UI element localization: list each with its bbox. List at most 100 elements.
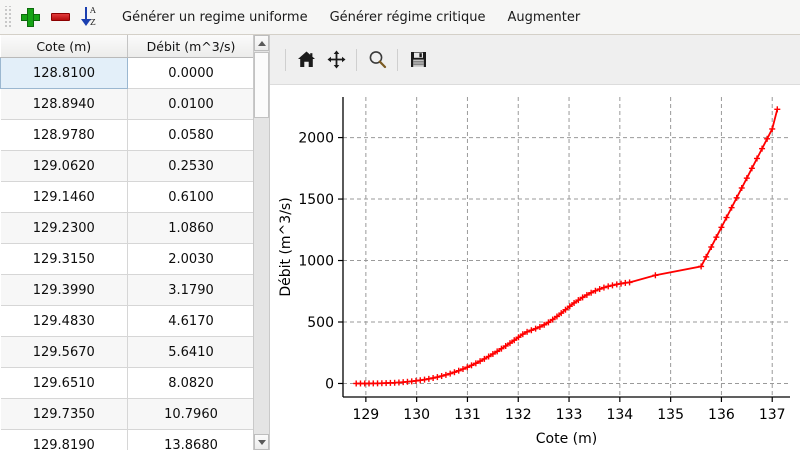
toolbar-grip[interactable]	[3, 6, 12, 28]
table-row[interactable]: 129.3990 3.1790	[0, 274, 255, 306]
chart-data-series	[353, 106, 781, 387]
chart-ticks	[338, 136, 773, 402]
ytick-label: 1500	[298, 192, 334, 208]
table-row[interactable]: 128.9780 0.0580	[0, 119, 255, 151]
main-toolbar: A Z Générer un regime uniforme Générer r…	[0, 0, 800, 35]
table-row[interactable]: 129.5670 5.6410	[0, 336, 255, 368]
save-icon	[410, 52, 426, 67]
cell-cote[interactable]: 129.5670	[0, 336, 128, 368]
xtick-label: 131	[454, 407, 481, 423]
sort-az-button[interactable]: A Z	[75, 2, 105, 32]
chart-gridlines	[343, 97, 790, 397]
xtick-label: 130	[403, 407, 430, 423]
cell-cote[interactable]: 129.3990	[0, 274, 128, 306]
cell-cote[interactable]: 128.8100	[0, 57, 128, 89]
table-row[interactable]: 129.3150 2.0030	[0, 243, 255, 275]
cell-debit[interactable]: 1.0860	[127, 212, 255, 244]
ytick-label: 1000	[298, 254, 334, 270]
cell-cote[interactable]: 128.8940	[0, 88, 128, 120]
chart-xlabel: Cote (m)	[536, 431, 597, 447]
xtick-label: 132	[505, 407, 532, 423]
zoom-button[interactable]	[362, 45, 392, 75]
table-row[interactable]: 129.7350 10.7960	[0, 398, 255, 430]
cell-cote[interactable]: 129.3150	[0, 243, 128, 275]
cell-cote[interactable]: 128.9780	[0, 119, 128, 151]
pan-button[interactable]	[321, 45, 351, 75]
home-button[interactable]	[291, 45, 321, 75]
column-header-debit[interactable]: Débit (m^3/s)	[127, 35, 255, 58]
minus-icon	[50, 13, 70, 21]
menu-generer-regime-uniforme[interactable]: Générer un regime uniforme	[122, 9, 308, 25]
cell-debit[interactable]: 10.7960	[127, 398, 255, 430]
table-row[interactable]: 129.2300 1.0860	[0, 212, 255, 244]
cell-cote[interactable]: 129.8190	[0, 429, 128, 450]
cell-cote[interactable]: 129.1460	[0, 181, 128, 213]
cell-debit[interactable]: 13.8680	[127, 429, 255, 450]
plot-canvas[interactable]: 129 130 131 132 133 134 135 136 137 0 500 1000 1500 2…	[270, 85, 800, 450]
zoom-icon	[369, 51, 386, 69]
cell-debit[interactable]: 2.0030	[127, 243, 255, 275]
table-row[interactable]: 128.8100 0.0000	[0, 57, 255, 89]
table-vertical-scrollbar[interactable]	[253, 35, 269, 450]
table-row[interactable]: 129.1460 0.6100	[0, 181, 255, 213]
cell-debit[interactable]: 0.6100	[127, 181, 255, 213]
scrollbar-thumb[interactable]	[254, 52, 269, 118]
cell-debit[interactable]: 4.6170	[127, 305, 255, 337]
cell-cote[interactable]: 129.6510	[0, 367, 128, 399]
remove-row-button[interactable]	[45, 2, 75, 32]
ytick-label: 2000	[298, 131, 334, 147]
cell-debit[interactable]: 5.6410	[127, 336, 255, 368]
xtick-label: 129	[352, 407, 379, 423]
sort-az-icon: A Z	[80, 6, 100, 28]
toolbar-separator-3	[397, 48, 398, 71]
table-header-row: Cote (m) Débit (m^3/s)	[0, 35, 255, 58]
table-row[interactable]: 129.0620 0.2530	[0, 150, 255, 182]
triangle-up-icon	[257, 40, 266, 46]
table-row[interactable]: 128.8940 0.0100	[0, 88, 255, 120]
ytick-label: 500	[307, 315, 334, 331]
cell-debit[interactable]: 0.2530	[127, 150, 255, 182]
cell-cote[interactable]: 129.2300	[0, 212, 128, 244]
scroll-down-button[interactable]	[254, 434, 269, 450]
ytick-label: 0	[325, 376, 334, 392]
cell-debit[interactable]: 0.0580	[127, 119, 255, 151]
xtick-label: 134	[606, 407, 633, 423]
chart-panel: 129 130 131 132 133 134 135 136 137 0 500 1000 1500 2…	[270, 35, 800, 450]
cell-debit[interactable]: 3.1790	[127, 274, 255, 306]
home-icon	[297, 51, 315, 67]
column-header-cote[interactable]: Cote (m)	[0, 35, 128, 58]
cell-debit[interactable]: 0.0100	[127, 88, 255, 120]
rating-curve-table[interactable]: Cote (m) Débit (m^3/s) 128.8100 0.0000 128…	[0, 35, 255, 450]
cell-cote[interactable]: 129.7350	[0, 398, 128, 430]
matplotlib-navigation-toolbar	[270, 35, 800, 85]
table-row[interactable]: 129.6510 8.0820	[0, 367, 255, 399]
triangle-down-icon	[257, 439, 266, 445]
data-table-panel: Cote (m) Débit (m^3/s) 128.8100 0.0000 128…	[0, 35, 270, 450]
rating-curve-chart: 129 130 131 132 133 134 135 136 137 0 500 1000 1500 2…	[270, 85, 800, 450]
sort-letter-a: A	[90, 6, 96, 15]
menu-augmenter[interactable]: Augmenter	[507, 9, 581, 25]
xtick-label: 133	[556, 407, 583, 423]
save-button[interactable]	[403, 45, 433, 75]
table-body: 128.8100 0.0000 128.8940 0.0100 128.9780 0.05…	[0, 57, 255, 450]
xtick-label: 137	[759, 407, 786, 423]
xtick-label: 135	[657, 407, 684, 423]
xtick-label: 136	[708, 407, 735, 423]
table-row[interactable]: 129.8190 13.8680	[0, 429, 255, 450]
cell-debit[interactable]: 8.0820	[127, 367, 255, 399]
cell-debit[interactable]: 0.0000	[127, 57, 255, 89]
plus-icon	[20, 7, 40, 27]
toolbar-separator-1	[285, 48, 286, 71]
chart-tick-labels: 129 130 131 132 133 134 135 136 137 0 500 1000 1500 2…	[298, 131, 785, 423]
chart-ylabel: Débit (m^3/s)	[278, 197, 294, 296]
add-row-button[interactable]	[15, 2, 45, 32]
cell-cote[interactable]: 129.4830	[0, 305, 128, 337]
cell-cote[interactable]: 129.0620	[0, 150, 128, 182]
sort-letter-z: Z	[90, 18, 96, 27]
menu-generer-regime-critique[interactable]: Générer régime critique	[329, 9, 486, 25]
scroll-up-button[interactable]	[254, 35, 269, 51]
toolbar-separator-2	[356, 48, 357, 71]
chart-axes-spines	[342, 97, 790, 398]
table-row[interactable]: 129.4830 4.6170	[0, 305, 255, 337]
